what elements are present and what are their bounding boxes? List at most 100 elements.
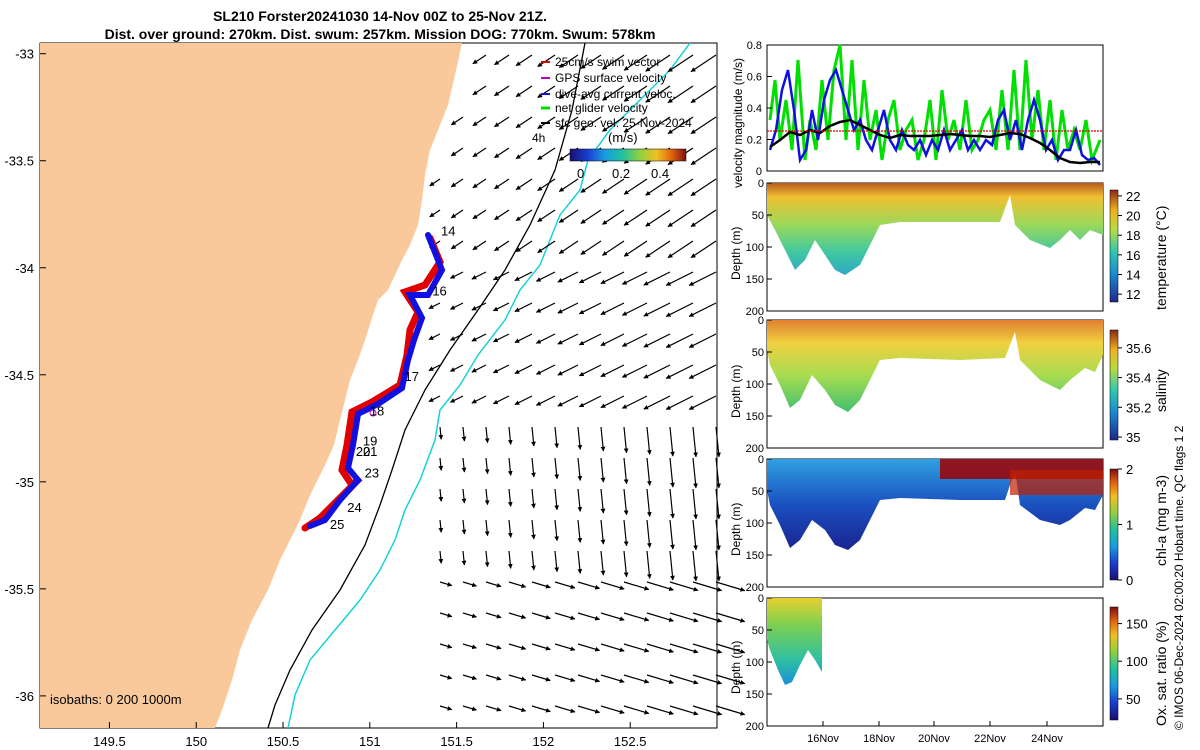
legend-net: net glider velocity	[541, 101, 648, 115]
temperature-cbar-tick-3: 18	[1126, 228, 1140, 243]
oxygen-colorbar-ticks: 50 100 150	[1118, 617, 1148, 707]
day-label-23: 23	[365, 466, 379, 481]
chla-cbar-tick-1: 1	[1126, 518, 1133, 533]
temperature-depth-tick-2: 100	[746, 242, 764, 254]
oxygen-depth-tick-1: 50	[752, 625, 764, 637]
oxygen-depth-ticks: 0 50 100 150 200	[746, 593, 772, 733]
salinity-cbar-tick-3: 35.6	[1126, 341, 1151, 356]
svg-text:25cm/s swim vector: 25cm/s swim vector	[555, 55, 660, 69]
time-tick-4: 24Nov	[1031, 733, 1063, 745]
salinity-colorbar-ticks: 35 35.2 35.4 35.6	[1118, 341, 1151, 445]
isobath-note: isobaths: 0 200 1000m	[50, 692, 182, 707]
salinity-panel: Depth (m) 0 50 100 150 200 35 35.2 35.4 35.6 sa…	[729, 315, 1169, 455]
oxygen-cbar-tick-0: 50	[1126, 692, 1140, 707]
legend-dive: dive-avg current veloc.	[541, 87, 676, 101]
day-label-17: 17	[405, 369, 419, 384]
time-tick-0: 16Nov	[807, 733, 839, 745]
map-x-tick-1: 150	[185, 734, 207, 749]
chla-depth-tick-2: 100	[746, 518, 764, 530]
chla-depth-tick-0: 0	[758, 454, 764, 466]
salinity-depth-tick-0: 0	[758, 315, 764, 327]
salinity-cbar-tick-0: 35	[1126, 430, 1140, 445]
temperature-cbar-label: temperature (°C)	[1153, 206, 1169, 310]
salinity-cbar-tick-2: 35.4	[1126, 371, 1151, 386]
isobath-200m	[267, 42, 586, 729]
svg-text:sfc geo. vel. 25-Nov-2024: sfc geo. vel. 25-Nov-2024	[555, 116, 692, 130]
salinity-depth-tick-4: 200	[746, 443, 764, 455]
map-x-tick-3: 151	[359, 734, 381, 749]
chla-depth-ticks: 0 50 100 150 200	[746, 454, 772, 594]
glider-track-dive-current	[307, 232, 446, 529]
salinity-cbar-label: salinity	[1153, 369, 1169, 412]
velocity-panel: 0 0.2 0.4 0.6 0.8 velocity magnitude (m/s)	[731, 40, 1104, 188]
temperature-depth-tick-3: 150	[746, 274, 764, 286]
temperature-depth-tick-0: 0	[758, 178, 764, 190]
velocity-ylabel: velocity magnitude (m/s)	[731, 58, 745, 188]
velocity-y-tick-2: 0.4	[747, 103, 762, 115]
chla-cbar-tick-2: 2	[1126, 462, 1133, 477]
temperature-depth-tick-4: 200	[746, 306, 764, 318]
map-y-tick-2: -34	[15, 261, 34, 276]
map-y-tick-5: -35.5	[4, 582, 34, 597]
legend-gps: GPS surface velocity	[541, 71, 666, 85]
chla-depth-tick-3: 150	[746, 550, 764, 562]
temperature-colorbar	[1109, 189, 1119, 303]
day-label-25: 25	[330, 517, 344, 532]
oxygen-cbar-tick-2: 150	[1126, 617, 1148, 632]
velocity-y-tick-1: 0.2	[747, 135, 762, 147]
chla-cbar-label: chl-a (mg m-3)	[1153, 475, 1169, 566]
temperature-cbar-tick-2: 16	[1126, 248, 1140, 263]
map-subtitle: Dist. over ground: 270km. Dist. swum: 25…	[104, 26, 656, 42]
time-tick-3: 22Nov	[974, 733, 1006, 745]
chla-ylabel: Depth (m)	[729, 503, 743, 556]
velocity-y-tick-0: 0	[756, 166, 762, 178]
day-label-14: 14	[441, 224, 455, 239]
temperature-cbar-tick-0: 12	[1126, 287, 1140, 302]
oxygen-depth-tick-4: 200	[746, 721, 764, 733]
map-x-ticks: 149.5 150 150.5 151 151.5 152 152.5	[93, 722, 646, 749]
velocity-y-tick-3: 0.6	[747, 72, 762, 84]
oxygen-colorbar	[1109, 606, 1119, 721]
chla-cbar-tick-0: 0	[1126, 573, 1133, 588]
legend-note: 4h	[532, 131, 545, 145]
day-label-24: 24	[347, 500, 361, 515]
time-axis-ticks: 16Nov 18Nov 20Nov 22Nov 24Nov	[807, 721, 1063, 745]
day-label-16: 16	[432, 284, 446, 299]
chla-panel: Depth (m) 0 50 100 150 200 0 1 2 chl-a (mg m-3…	[729, 454, 1169, 594]
temperature-depth-tick-1: 50	[752, 210, 764, 222]
chla-colorbar	[1109, 468, 1119, 581]
surface-velocity-arrows	[428, 54, 746, 716]
map-x-tick-4: 151.5	[440, 734, 473, 749]
svg-text:net glider velocity: net glider velocity	[555, 101, 648, 115]
day-label-21: 21	[363, 444, 377, 459]
map-y-tick-1: -33.5	[4, 154, 34, 169]
salinity-colorbar	[1109, 329, 1119, 441]
land-mass	[40, 43, 462, 728]
temperature-cbar-tick-4: 20	[1126, 209, 1140, 224]
colorbar-unit: (m/s)	[608, 130, 638, 145]
colorbar-tick-0: 0	[577, 166, 584, 181]
oxygen-ylabel: Depth (m)	[729, 641, 743, 694]
velocity-y-tick-4: 0.8	[747, 40, 762, 52]
svg-text:dive-avg current veloc.: dive-avg current veloc.	[555, 87, 676, 101]
legend-swim: 25cm/s swim vector	[541, 55, 660, 69]
map-legend: 25cm/s swim vector GPS surface velocity …	[532, 55, 692, 181]
map-y-tick-0: -33	[15, 47, 34, 62]
map-x-tick-2: 150.5	[267, 734, 300, 749]
salinity-ylabel: Depth (m)	[729, 365, 743, 418]
day-label-18: 18	[370, 403, 384, 418]
oxygen-depth-tick-3: 150	[746, 689, 764, 701]
oxygen-cbar-tick-1: 100	[1126, 654, 1148, 669]
map-x-tick-0: 149.5	[93, 734, 126, 749]
time-tick-2: 20Nov	[918, 733, 950, 745]
salinity-cbar-tick-1: 35.2	[1126, 400, 1151, 415]
salinity-depth-tick-3: 150	[746, 411, 764, 423]
map-x-tick-6: 152.5	[614, 734, 647, 749]
svg-text:GPS surface velocity: GPS surface velocity	[555, 71, 666, 85]
map-y-tick-6: -36	[15, 689, 34, 704]
chla-depth-tick-4: 200	[746, 582, 764, 594]
legend-sfc: sfc geo. vel. 25-Nov-2024	[541, 116, 692, 130]
colorbar-tick-1: 0.2	[612, 166, 630, 181]
temperature-depth-ticks: 0 50 100 150 200	[746, 178, 772, 318]
